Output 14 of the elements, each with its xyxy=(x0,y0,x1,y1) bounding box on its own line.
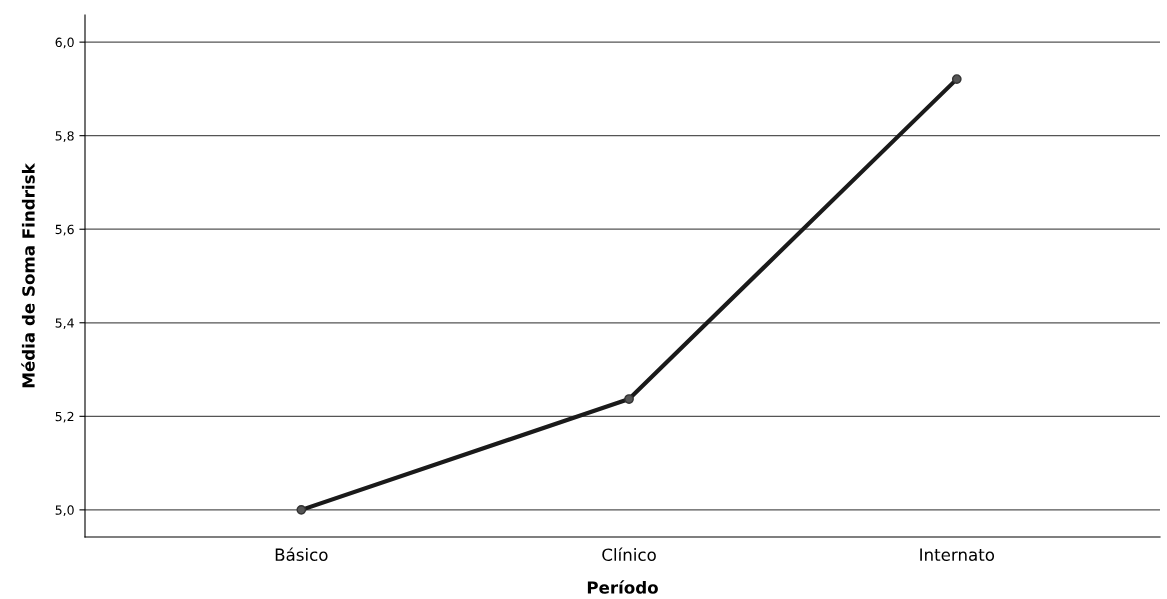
x-tick-label: Básico xyxy=(275,547,328,562)
y-tick-label: 6,0 xyxy=(55,37,74,49)
y-tick-label: 5,6 xyxy=(55,224,74,236)
x-tick-label: Internato xyxy=(920,548,995,562)
point xyxy=(296,505,307,515)
y-tick-label: 5,2 xyxy=(55,411,74,423)
point xyxy=(951,74,962,84)
x-axis-title: Período xyxy=(587,580,658,594)
y-tick-label: 5,4 xyxy=(55,318,74,329)
y-tick-label: 5,8 xyxy=(55,131,74,142)
x-tick-label: Clínico xyxy=(602,547,656,562)
point xyxy=(624,394,634,404)
y-tick-label: 5,0 xyxy=(55,505,74,517)
y-axis-title: Média de Soma Findrisk xyxy=(21,163,35,388)
